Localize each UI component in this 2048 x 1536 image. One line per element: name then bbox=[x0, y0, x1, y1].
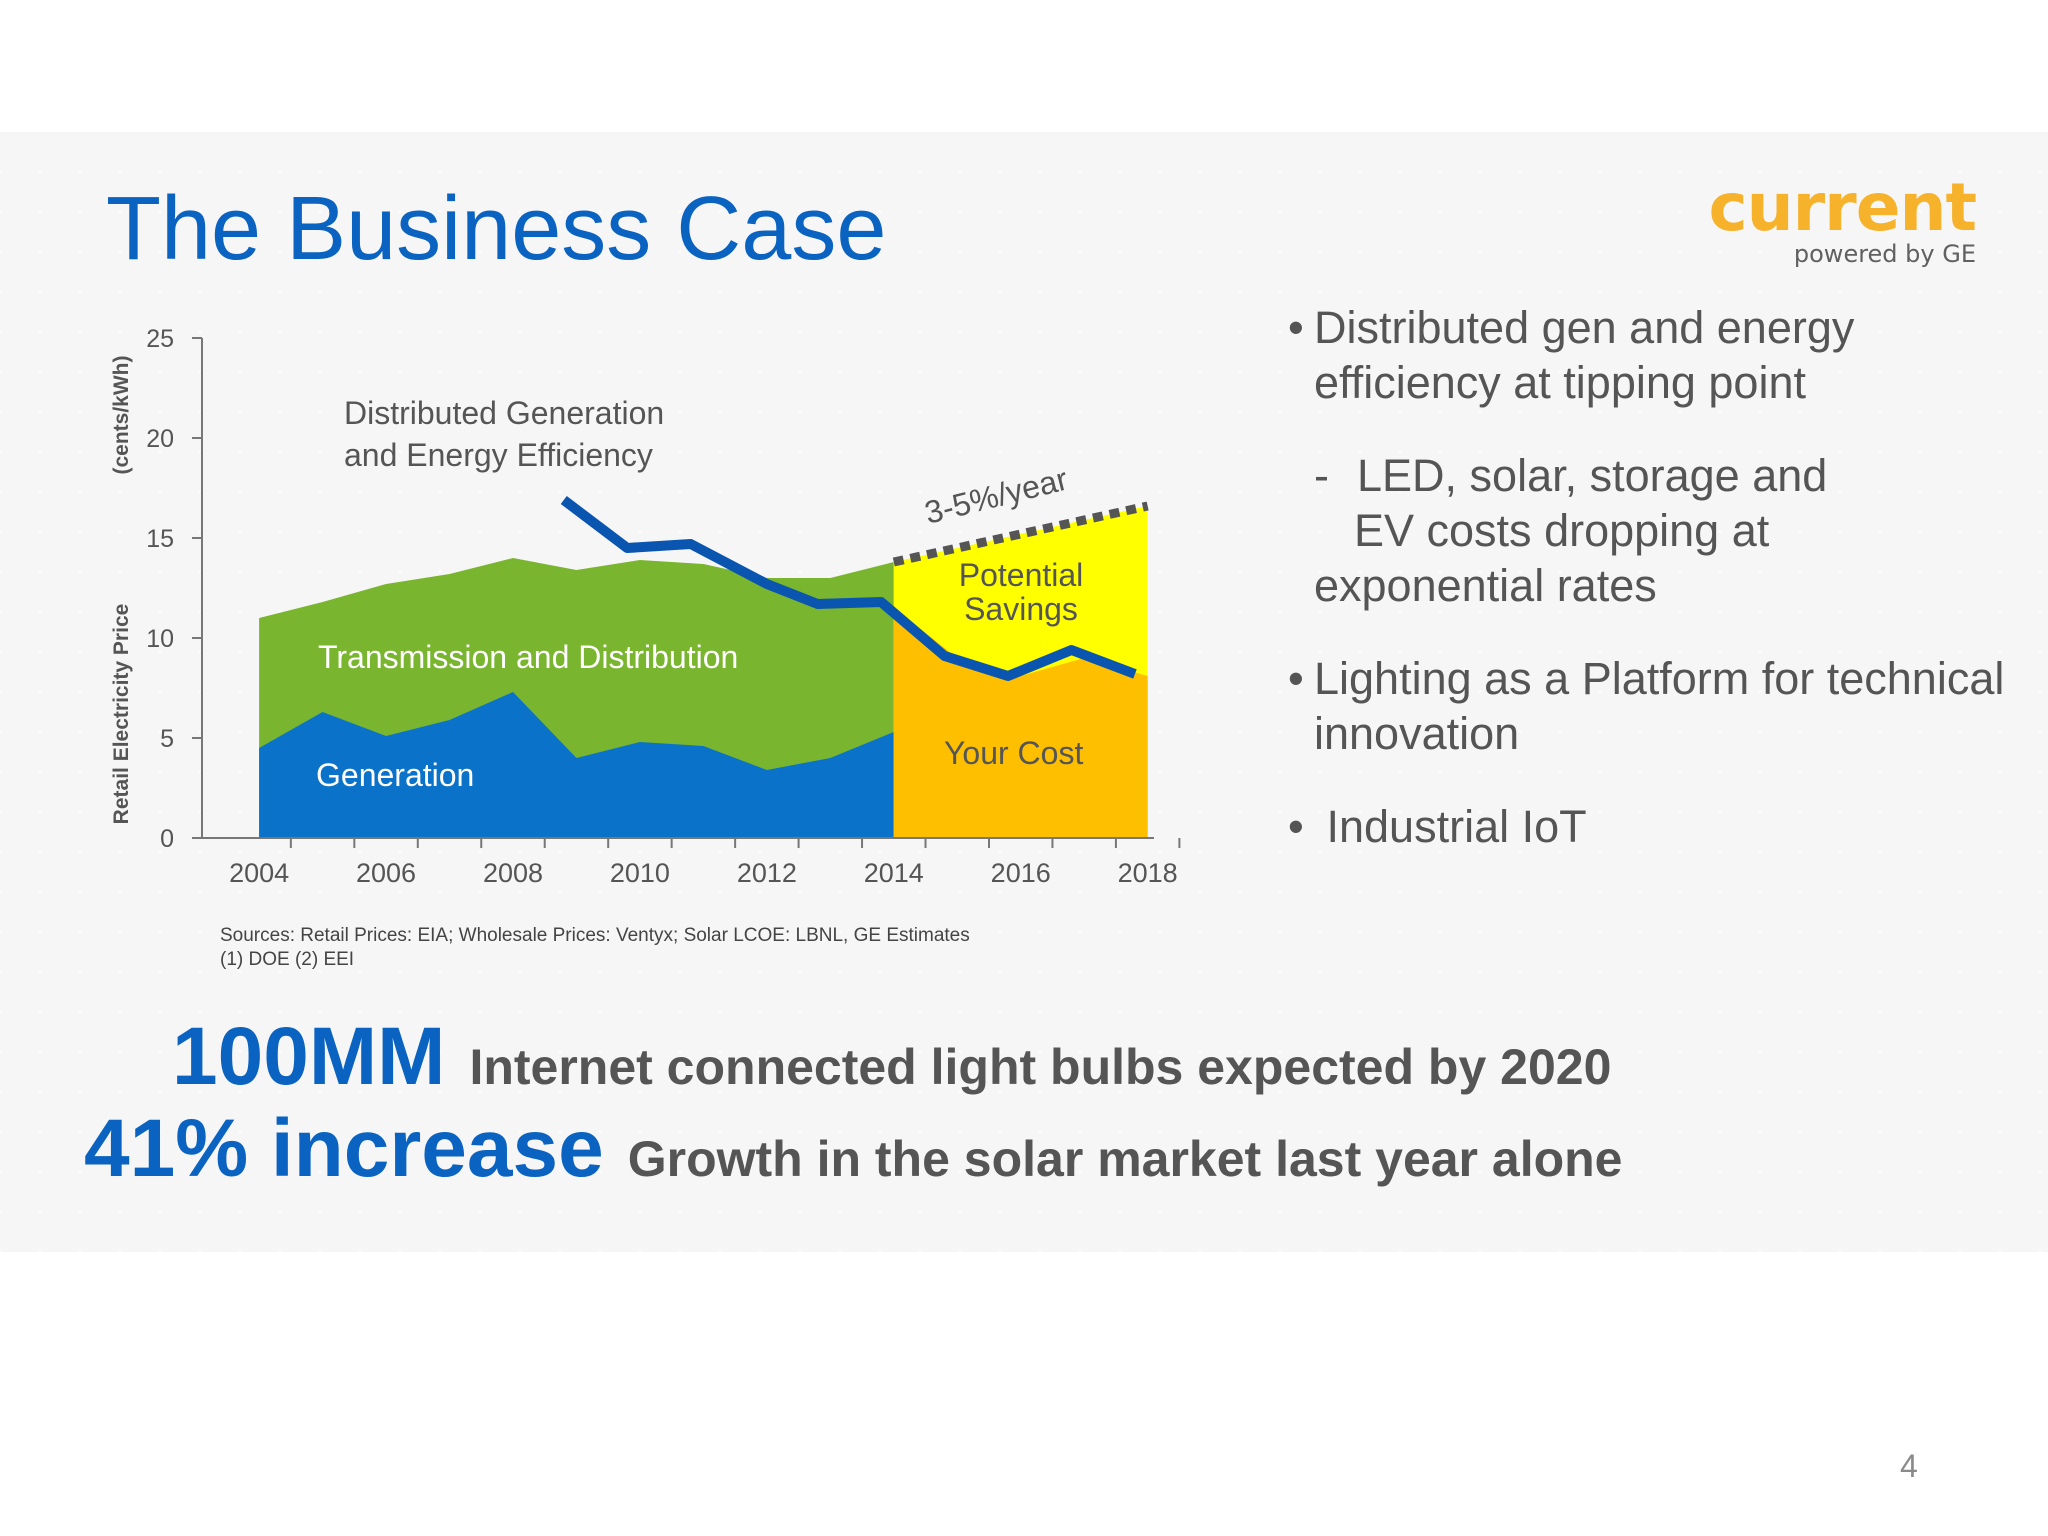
trend-label: 3-5%/year bbox=[921, 460, 1072, 530]
bullet-subitem-line-3: exponential rates bbox=[1314, 558, 2024, 613]
bullet-marker: • bbox=[1288, 801, 1304, 852]
page-title: The Business Case bbox=[106, 179, 887, 279]
logo: current powered by GE bbox=[1708, 169, 1977, 270]
y-tick-label: 10 bbox=[146, 625, 174, 653]
x-tick-label: 2010 bbox=[610, 858, 670, 888]
bullet-item: • Lighting as a Platform for technical i… bbox=[1284, 651, 2024, 761]
bullet-marker: • bbox=[1288, 302, 1304, 353]
td-label: Transmission and Distribution bbox=[318, 639, 738, 675]
chart-axes: 0 5 10 15 20 25 2004 2006 2008 2010 2012 2014 2016 20… bbox=[110, 325, 1181, 888]
y-axis-unit-label: (cents/kWh) bbox=[110, 355, 133, 474]
generation-label: Generation bbox=[316, 757, 474, 793]
trend-line bbox=[892, 501, 1149, 567]
page-number: 4 bbox=[1900, 1448, 1918, 1484]
stat-bulbs: 100MM Internet connected light bulbs expe… bbox=[172, 1010, 1611, 1104]
your-cost-label: Your Cost bbox=[944, 735, 1083, 771]
generation-area bbox=[259, 692, 894, 838]
y-axis-label: Retail Electricity Price bbox=[110, 604, 133, 825]
x-tick-label: 2014 bbox=[864, 858, 924, 888]
x-tick-label: 2006 bbox=[356, 858, 416, 888]
stat-text: Growth in the solar market last year alo… bbox=[627, 1131, 1623, 1187]
sources-line-2: (1) DOE (2) EEI bbox=[220, 949, 355, 970]
stat-text: Internet connected light bulbs expected … bbox=[469, 1039, 1612, 1095]
sources-line-1: Sources: Retail Prices: EIA; Wholesale P… bbox=[220, 925, 970, 946]
stat-value: 41% increase bbox=[84, 1103, 604, 1194]
x-tick-label: 2008 bbox=[483, 858, 543, 888]
bullet-text: Distributed gen and energy efficiency at… bbox=[1314, 302, 1855, 408]
x-tick-label: 2004 bbox=[229, 858, 289, 888]
bullet-dash: - bbox=[1314, 450, 1329, 501]
savings-label-line-2: Savings bbox=[964, 591, 1078, 627]
dg-label-line-2: and Energy Efficiency bbox=[344, 437, 653, 473]
y-tick-label: 20 bbox=[146, 425, 174, 453]
bullet-subitem-line-2: EV costs dropping at bbox=[1314, 503, 2024, 558]
bullet-text: Lighting as a Platform for technical inn… bbox=[1314, 653, 2005, 759]
chart-lines bbox=[560, 496, 1149, 681]
y-tick-label: 15 bbox=[146, 525, 174, 553]
x-tick-label: 2012 bbox=[737, 858, 797, 888]
dg-label-line-1: Distributed Generation bbox=[344, 395, 664, 431]
logo-tagline: powered by GE bbox=[1793, 240, 1976, 268]
bullet-subtext-2: EV costs dropping at bbox=[1354, 505, 1770, 556]
bullet-item: • Industrial IoT bbox=[1284, 799, 2024, 854]
dg-line bbox=[560, 496, 1137, 681]
stat-solar: 41% increase Growth in the solar market l… bbox=[84, 1102, 1623, 1196]
bullet-list: • Distributed gen and energy efficiency … bbox=[1284, 300, 2024, 892]
bullet-subitem: - LED, solar, storage and EV costs droppi… bbox=[1284, 448, 2024, 613]
bullet-marker: • bbox=[1288, 653, 1304, 704]
logo-wordmark: current bbox=[1708, 169, 1977, 246]
savings-label-line-1: Potential bbox=[959, 557, 1084, 593]
bullet-text: Industrial IoT bbox=[1314, 801, 1587, 852]
y-tick-label: 0 bbox=[160, 825, 174, 853]
bullet-subtext-3: exponential rates bbox=[1314, 560, 1657, 611]
x-tick-label: 2016 bbox=[991, 858, 1051, 888]
your-cost-area bbox=[893, 608, 1148, 838]
bullet-item: • Distributed gen and energy efficiency … bbox=[1284, 300, 2024, 410]
bullet-subtext-1: LED, solar, storage and bbox=[1357, 450, 1828, 501]
bullet-subitem-line-1: - LED, solar, storage and bbox=[1314, 448, 2024, 503]
y-tick-label: 5 bbox=[160, 725, 174, 753]
stat-value: 100MM bbox=[172, 1011, 446, 1102]
x-tick-label: 2018 bbox=[1118, 858, 1178, 888]
y-tick-label: 25 bbox=[146, 325, 174, 353]
sources-note: Sources: Retail Prices: EIA; Wholesale P… bbox=[220, 924, 970, 972]
